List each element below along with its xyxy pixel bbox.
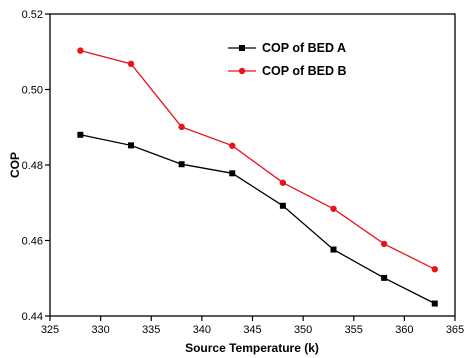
legend-marker-bed-a: [239, 45, 245, 51]
legend: COP of BED A COP of BED B: [228, 41, 347, 78]
x-tick-label: 360: [395, 324, 413, 336]
y-axis-title: COP: [8, 152, 22, 178]
x-tick-label: 350: [294, 324, 312, 336]
x-tick-label: 355: [345, 324, 363, 336]
legend-label-bed-a: COP of BED A: [262, 41, 346, 55]
series-layer: [77, 47, 438, 307]
legend-marker-bed-b: [238, 67, 246, 75]
data-point-bed-b: [279, 179, 287, 186]
data-point-bed-a: [330, 246, 337, 253]
y-tick-label: 0.48: [22, 160, 43, 172]
data-point-bed-a: [279, 202, 286, 209]
y-tick-label: 0.46: [22, 236, 43, 248]
x-axis-ticks: 325 330 335 340 345 350 355 360 365: [41, 316, 464, 336]
data-point-bed-b: [127, 60, 135, 68]
x-tick-label: 330: [91, 324, 109, 336]
data-point-bed-b: [229, 142, 236, 149]
data-point-bed-b: [77, 47, 84, 54]
data-point-bed-b: [330, 205, 337, 212]
data-point-bed-a: [431, 300, 438, 307]
data-point-bed-a: [77, 131, 84, 138]
x-tick-label: 325: [41, 324, 59, 336]
x-tick-label: 345: [243, 324, 261, 336]
x-axis-title: Source Temperature (k): [185, 341, 319, 355]
data-point-bed-a: [229, 170, 236, 177]
legend-label-bed-b: COP of BED B: [262, 64, 347, 78]
data-point-bed-a: [381, 274, 388, 281]
x-tick-label: 365: [446, 324, 464, 336]
plot-frame: [49, 13, 456, 317]
series-line-bed-b: [80, 49, 436, 270]
data-point-bed-b: [431, 265, 438, 273]
y-axis-ticks: 0.44 0.46 0.48 0.50 0.52: [22, 9, 50, 323]
data-point-bed-a: [178, 161, 185, 168]
series-line-bed-a: [80, 134, 436, 305]
x-tick-label: 340: [193, 324, 211, 336]
y-tick-label: 0.44: [22, 311, 43, 323]
data-point-bed-b: [380, 240, 388, 248]
data-point-bed-b: [178, 123, 185, 131]
x-tick-label: 335: [142, 324, 160, 336]
y-tick-label: 0.52: [22, 9, 43, 21]
y-tick-label: 0.50: [22, 85, 43, 97]
data-point-bed-a: [128, 142, 134, 149]
